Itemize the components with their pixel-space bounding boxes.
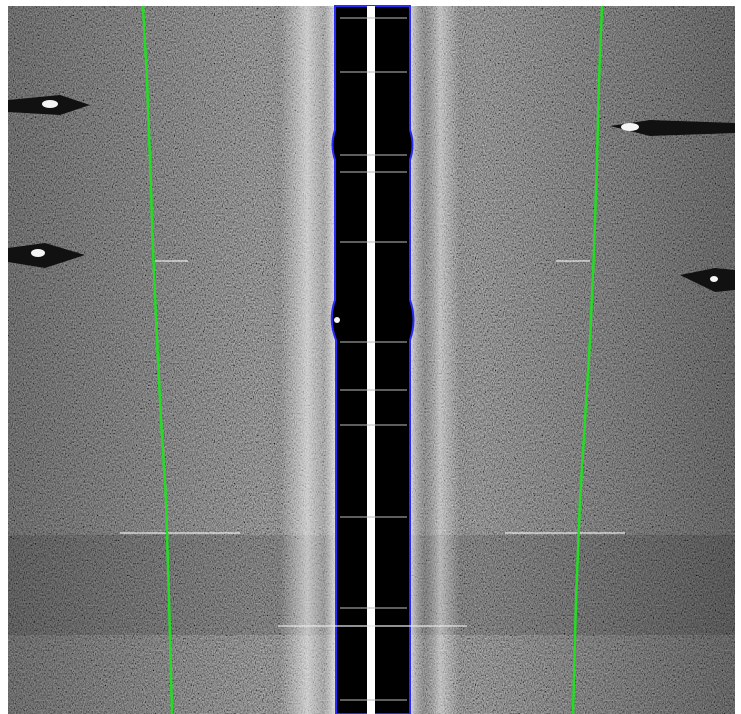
left-bright-band — [280, 6, 335, 714]
sonar-image — [0, 0, 741, 714]
right-bright-band — [410, 6, 460, 714]
screenshot — [0, 0, 741, 714]
